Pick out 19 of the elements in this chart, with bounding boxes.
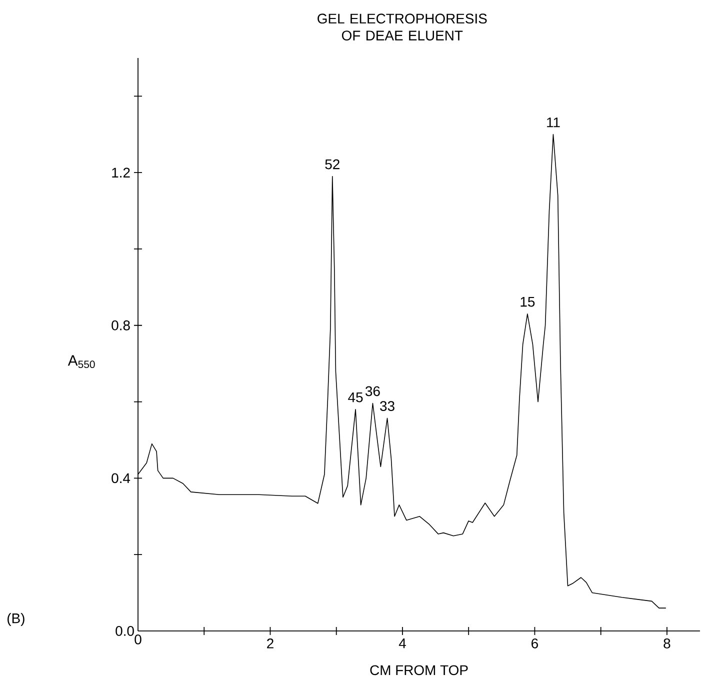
x-tick-label: 2 <box>267 638 274 648</box>
x-axis-title: CM FROM TOP <box>370 665 468 676</box>
x-tick-label: 0 <box>134 634 142 644</box>
annotation: 52 <box>325 159 340 170</box>
annotation: 15 <box>520 296 535 307</box>
y-tick-label: 0.8 <box>112 320 130 330</box>
y-tick-label: 0.0 <box>116 626 134 636</box>
annotation: 36 <box>366 386 380 396</box>
x-tick-label: 8 <box>664 638 670 648</box>
text: (B) <box>8 613 24 626</box>
annotation: 45 <box>348 392 363 402</box>
annotation: 33 <box>380 401 394 412</box>
chart-title: GEL ELECTROPHORESIS OF DEAE ELUENT <box>318 14 487 40</box>
y-axis-title: A$_{550}$ <box>68 355 95 368</box>
annotation: 11 <box>547 118 560 128</box>
y-tick-label: 1.2 <box>112 168 130 178</box>
x-tick-label: 6 <box>532 638 538 648</box>
x-tick-label: 4 <box>398 638 406 648</box>
y-tick-label: 0.4 <box>112 473 130 484</box>
